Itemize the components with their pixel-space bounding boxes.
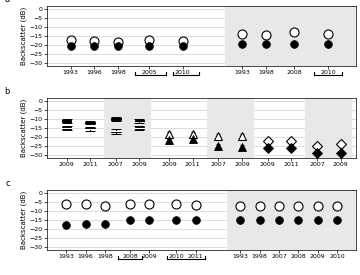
Bar: [305, 98, 352, 158]
Text: b: b: [4, 87, 10, 96]
Y-axis label: Backscatter (dB): Backscatter (dB): [20, 99, 27, 157]
FancyBboxPatch shape: [111, 131, 121, 132]
Text: c: c: [5, 180, 10, 188]
Text: a: a: [5, 0, 10, 4]
FancyBboxPatch shape: [62, 120, 71, 122]
FancyBboxPatch shape: [85, 128, 95, 130]
FancyBboxPatch shape: [62, 127, 71, 129]
FancyBboxPatch shape: [135, 120, 144, 122]
FancyBboxPatch shape: [135, 127, 144, 129]
Bar: [227, 190, 356, 250]
Y-axis label: Backscatter (dB): Backscatter (dB): [20, 7, 27, 65]
Y-axis label: Backscatter (dB): Backscatter (dB): [20, 191, 27, 249]
FancyBboxPatch shape: [85, 122, 95, 123]
Bar: [207, 98, 254, 158]
FancyBboxPatch shape: [111, 118, 121, 120]
Bar: [104, 98, 151, 158]
Bar: [225, 6, 356, 66]
